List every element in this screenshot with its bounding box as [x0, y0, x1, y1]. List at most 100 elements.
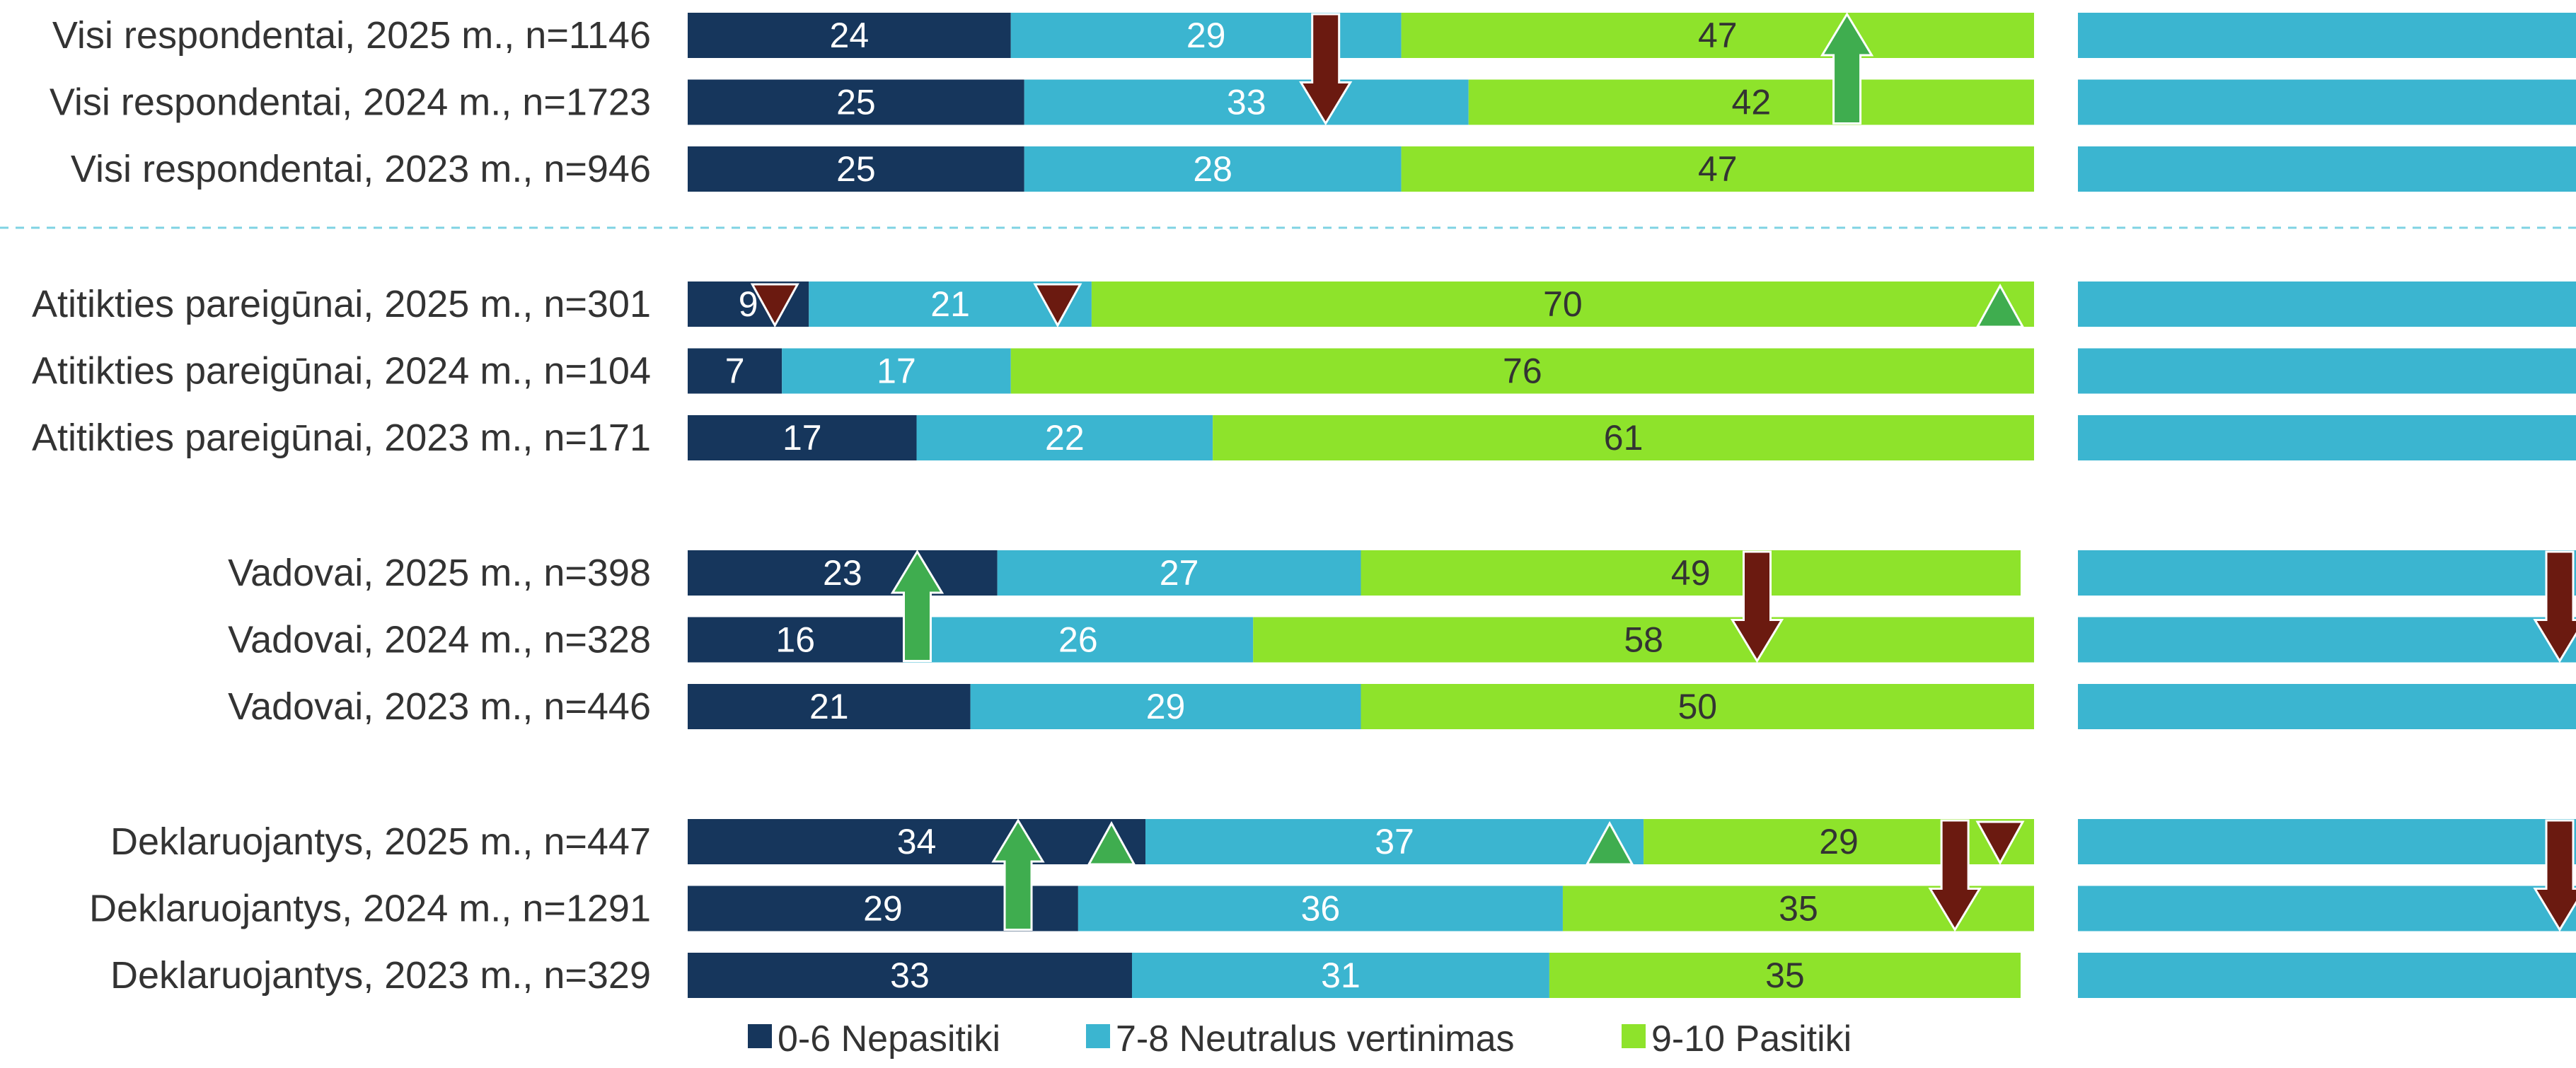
segment-value-label: 29 [1819, 822, 1859, 861]
segment-value-label: 31 [1321, 956, 1361, 995]
segment-value-label: 58 [1624, 620, 1663, 660]
segment-value-label: 42 [1732, 83, 1772, 122]
bar-segment-0-6 [688, 13, 1011, 58]
bar-segment-7-8 [916, 415, 1213, 460]
increase-arrow-icon [1820, 12, 1874, 124]
segment-value-label: 47 [1698, 149, 1738, 189]
bar-segment-0-6 [688, 79, 1024, 125]
segment-value-label: 70 [1543, 284, 1583, 324]
bar-segment-9-10 [1361, 550, 2021, 596]
segment-value-label: 27 [1160, 553, 1199, 593]
bar-segment-0-6 [688, 684, 971, 729]
segment-value-label: 29 [1146, 687, 1186, 726]
row-label: Atitikties pareigūnai, 2024 m., n=104 [32, 350, 651, 393]
bar-segment-0-6 [688, 415, 917, 460]
bar-segment-9-10 [1401, 13, 2034, 58]
bar-segment-7-8 [970, 684, 1361, 729]
mean-bar [2078, 13, 2576, 58]
bar-segment-7-8 [1131, 953, 1549, 998]
mean-bar [2078, 953, 2576, 998]
change-markers-layer [750, 12, 2576, 932]
significant-decrease-triangle-icon [750, 283, 799, 328]
row-label: Visi respondentai, 2023 m., n=946 [71, 148, 651, 190]
decrease-arrow-icon [2533, 819, 2576, 932]
segment-value-label: 35 [1779, 889, 1818, 929]
segment-value-label: 17 [782, 418, 822, 458]
segment-value-label: 21 [930, 284, 970, 324]
segment-value-label: 17 [877, 352, 916, 391]
legend-swatch-0-6 [748, 1024, 772, 1048]
segment-value-label: 28 [1193, 149, 1232, 189]
segment-value-label: 7 [725, 352, 745, 391]
bar-segment-9-10 [1091, 281, 2034, 327]
row-label: Atitikties pareigūnai, 2023 m., n=171 [32, 417, 651, 459]
decrease-arrow-icon [1928, 819, 1982, 932]
row-label: Vadovai, 2025 m., n=398 [228, 552, 651, 594]
bar-segment-0-6 [688, 819, 1146, 864]
mean-bar [2078, 146, 2576, 192]
row-label: Visi respondentai, 2025 m., n=1146 [52, 14, 651, 57]
bar-segment-7-8 [782, 348, 1011, 394]
segment-value-label: 35 [1765, 956, 1805, 995]
significant-decrease-triangle-icon [1975, 820, 2025, 866]
bar-segment-0-6 [688, 348, 782, 394]
bar-segment-7-8 [1078, 886, 1563, 931]
segment-value-label: 49 [1671, 553, 1711, 593]
row-label: Visi respondentai, 2024 m., n=1723 [50, 81, 651, 124]
bar-segment-7-8 [903, 617, 1254, 663]
increase-arrow-icon [890, 550, 945, 662]
legend-swatch-9-10 [1622, 1024, 1646, 1048]
decrease-arrow-icon [1299, 13, 1353, 126]
segment-value-label: 16 [775, 620, 815, 660]
segment-value-label: 34 [897, 822, 937, 861]
row-label: Atitikties pareigūnai, 2025 m., n=301 [32, 283, 651, 325]
mean-bars-layer: 7,77,67,78,89,08,37,78,37,87,07,37,2 [2078, 13, 2576, 998]
legend-swatch-7-8 [1086, 1024, 1110, 1048]
legend-label-9-10: 9-10 Pasitiki [1651, 1018, 1852, 1060]
row-label: Deklaruojantys, 2024 m., n=1291 [89, 888, 651, 930]
bar-segment-7-8 [997, 550, 1361, 596]
row-label: Vadovai, 2023 m., n=446 [228, 685, 651, 728]
mean-bar [2078, 617, 2576, 663]
segment-value-label: 26 [1058, 620, 1098, 660]
segment-value-label: 29 [1186, 16, 1226, 55]
legend-label-7-8: 7-8 Neutralus vertinimas [1116, 1018, 1515, 1060]
mean-bar [2078, 348, 2576, 394]
row-label: Deklaruojantys, 2023 m., n=329 [110, 954, 651, 997]
legend: 0-6 Nepasitiki 7-8 Neutralus vertinimas 9-… [748, 1018, 1852, 1060]
row-label: Vadovai, 2024 m., n=328 [228, 619, 651, 661]
bars-layer: Visi respondentai, 2025 m., n=1146 24 29 47… [0, 13, 2576, 998]
segment-value-label: 25 [836, 83, 876, 122]
bar-segment-9-10 [1468, 79, 2034, 125]
significant-increase-triangle-icon [1585, 820, 1634, 866]
bar-segment-9-10 [1549, 953, 2021, 998]
significant-increase-triangle-icon [1087, 820, 1136, 866]
increase-arrow-icon [991, 818, 1045, 931]
segment-value-label: 24 [830, 16, 870, 55]
segment-value-label: 29 [863, 889, 903, 929]
bar-segment-9-10 [1401, 146, 2034, 192]
significant-decrease-triangle-icon [1033, 283, 1082, 328]
segment-value-label: 25 [836, 149, 876, 189]
mean-bar [2078, 415, 2576, 460]
decrease-arrow-icon [1730, 550, 1784, 663]
segment-value-label: 23 [823, 553, 862, 593]
bar-segment-0-6 [688, 550, 998, 596]
segment-value-label: 22 [1045, 418, 1085, 458]
bar-segment-0-6 [688, 953, 1132, 998]
segment-value-label: 21 [809, 687, 849, 726]
decrease-arrow-icon [2533, 550, 2576, 663]
bar-segment-9-10 [1213, 415, 2034, 460]
row-label: Deklaruojantys, 2025 m., n=447 [110, 820, 651, 863]
mean-bar [2078, 886, 2576, 931]
mean-bar [2078, 819, 2576, 864]
segment-value-label: 33 [1227, 83, 1266, 122]
segment-value-label: 37 [1375, 822, 1414, 861]
significant-increase-triangle-icon [1975, 283, 2025, 328]
bar-segment-9-10 [1010, 348, 2034, 394]
mean-bar [2078, 684, 2576, 729]
legend-label-0-6: 0-6 Nepasitiki [778, 1018, 1000, 1060]
mean-bar [2078, 550, 2576, 596]
bar-segment-7-8 [1145, 819, 1644, 864]
